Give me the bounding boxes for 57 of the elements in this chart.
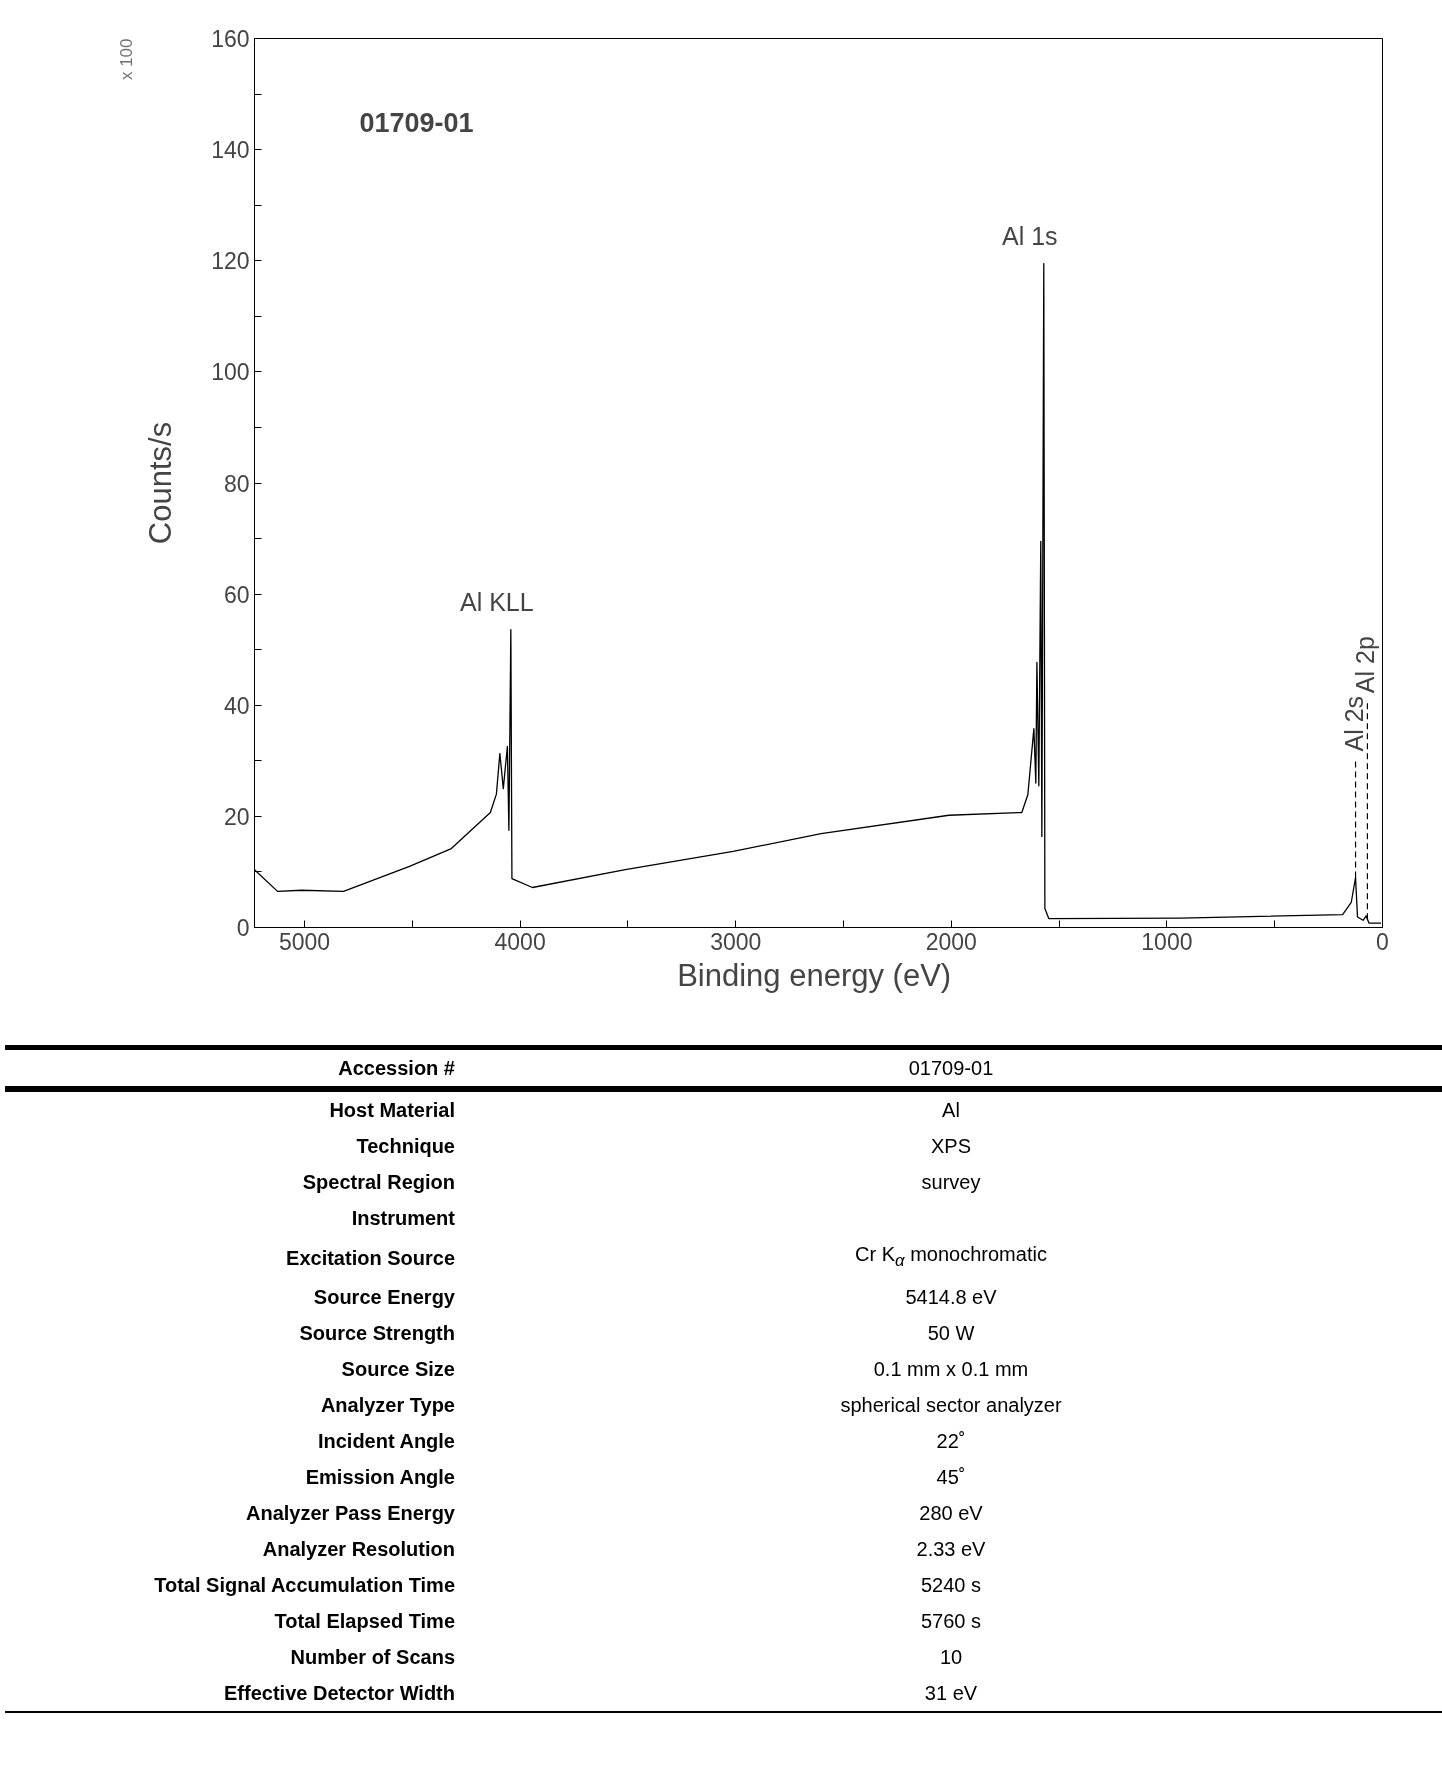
- text: x 100: [116, 38, 136, 81]
- source-note: Source Size: [340, 1357, 455, 1382]
- text: Analyzer Type: [319, 1393, 455, 1418]
- text: 31 eV: [923, 1681, 979, 1706]
- y-tick-label: 100: [211, 359, 250, 386]
- text: Analyzer Pass Energy: [245, 1501, 455, 1526]
- ref-line-label: Al 2s: [1339, 695, 1368, 752]
- text: Technique: [355, 1134, 455, 1159]
- text: XPS: [930, 1134, 972, 1159]
- y-tick-label: 20: [223, 803, 250, 830]
- text: Cr K$_{α}$ monochromatic: [854, 1242, 1048, 1272]
- text: 10: [938, 1645, 964, 1670]
- text: Number of Scans: [289, 1645, 455, 1670]
- text: 5760 s: [919, 1609, 983, 1634]
- y-tick-label: 120: [211, 248, 250, 275]
- y-tick-label: 80: [223, 470, 250, 497]
- text: 01709-01: [907, 1056, 995, 1081]
- text: Analyzer Resolution: [261, 1537, 455, 1562]
- text: 5414.8 eV: [904, 1285, 998, 1310]
- y-tick-label: 140: [211, 137, 250, 164]
- x-tick-label: 2000: [925, 928, 977, 955]
- y-tick-label: 60: [223, 581, 250, 608]
- text: spherical sector analyzer: [839, 1393, 1063, 1418]
- text: Total Elapsed Time: [273, 1609, 455, 1634]
- text: Spectral Region: [301, 1170, 455, 1195]
- text: survey: [920, 1170, 982, 1195]
- x-tick-label: 0: [1376, 928, 1389, 955]
- text: Total Signal Accumulation Time: [153, 1573, 455, 1598]
- text: Accession #: [337, 1056, 455, 1081]
- x-tick-label: 1000: [1141, 928, 1193, 955]
- y-tick-label: 40: [223, 692, 250, 719]
- text: 280 eV: [918, 1501, 984, 1526]
- text: Al: [941, 1098, 961, 1123]
- text: 45˚: [935, 1465, 967, 1490]
- source-note: Source Strength: [298, 1321, 455, 1346]
- x-tick-label: 3000: [710, 928, 762, 955]
- text: Host Material: [328, 1098, 455, 1123]
- text: Incident Angle: [316, 1429, 455, 1454]
- y-tick-label: 160: [211, 26, 250, 52]
- x-axis-title: Binding energy (eV): [677, 957, 952, 993]
- x-tick-label: 4000: [494, 928, 546, 955]
- ref-line-label: Al 2p: [1351, 636, 1380, 694]
- text: 5240 s: [919, 1573, 983, 1598]
- y-axis-title: Counts/s: [143, 421, 179, 545]
- text: Emission Angle: [304, 1465, 455, 1490]
- text: 50 W: [926, 1321, 976, 1346]
- text: 2.33 eV: [915, 1537, 987, 1562]
- annotation: Al KLL: [460, 587, 534, 616]
- text: 01709-01: [359, 107, 474, 138]
- x-tick-label: 5000: [278, 928, 331, 955]
- source-note: Source Energy: [312, 1285, 455, 1310]
- text: 0.1 mm x 0.1 mm: [872, 1357, 1030, 1382]
- text: Excitation Source: [285, 1245, 455, 1271]
- text: Instrument: [350, 1206, 455, 1231]
- text: Effective Detector Width: [223, 1681, 455, 1706]
- text: 22˚: [935, 1429, 967, 1454]
- annotation: Al 1s: [1002, 221, 1058, 250]
